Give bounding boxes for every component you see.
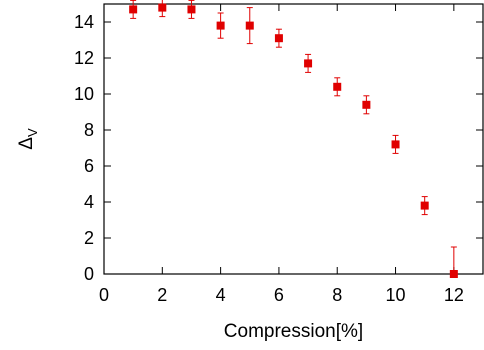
x-tick-label: 6 (274, 285, 284, 305)
data-point (274, 34, 283, 43)
data-point (187, 5, 196, 14)
y-axis-title-base: Δ (16, 137, 37, 150)
y-axis-title-subscript: V (25, 128, 40, 137)
y-tick-label: 10 (74, 84, 94, 104)
data-point (129, 5, 138, 14)
y-axis-title: ΔV (16, 128, 40, 150)
x-axis-title: Compression[%] (224, 321, 363, 342)
x-tick-label: 12 (444, 285, 464, 305)
y-tick-label: 0 (84, 264, 94, 284)
x-tick-label: 2 (157, 285, 167, 305)
x-tick-label: 4 (216, 285, 226, 305)
x-axis-ticks: 0 2 4 6 8 10 12 (99, 4, 464, 305)
y-tick-label: 6 (84, 156, 94, 176)
x-tick-label: 10 (386, 285, 406, 305)
x-tick-label: 8 (332, 285, 342, 305)
data-point (158, 3, 167, 12)
y-axis-ticks: 0 2 4 6 8 10 12 14 (74, 12, 483, 284)
data-point (420, 201, 429, 210)
y-tick-label: 2 (84, 228, 94, 248)
data-point (333, 82, 342, 91)
y-tick-label: 12 (74, 48, 94, 68)
y-tick-label: 4 (84, 192, 94, 212)
data-point (391, 140, 400, 149)
y-tick-label: 8 (84, 120, 94, 140)
data-point (245, 21, 254, 30)
x-tick-label: 0 (99, 285, 109, 305)
plot-frame (103, 3, 484, 275)
data-point (304, 59, 313, 68)
data-point (216, 21, 225, 30)
data-point (449, 270, 458, 278)
y-tick-label: 14 (74, 12, 94, 32)
plot-border (103, 3, 484, 275)
data-point (362, 100, 371, 109)
error-bars (130, 0, 457, 274)
data-markers (129, 3, 458, 278)
